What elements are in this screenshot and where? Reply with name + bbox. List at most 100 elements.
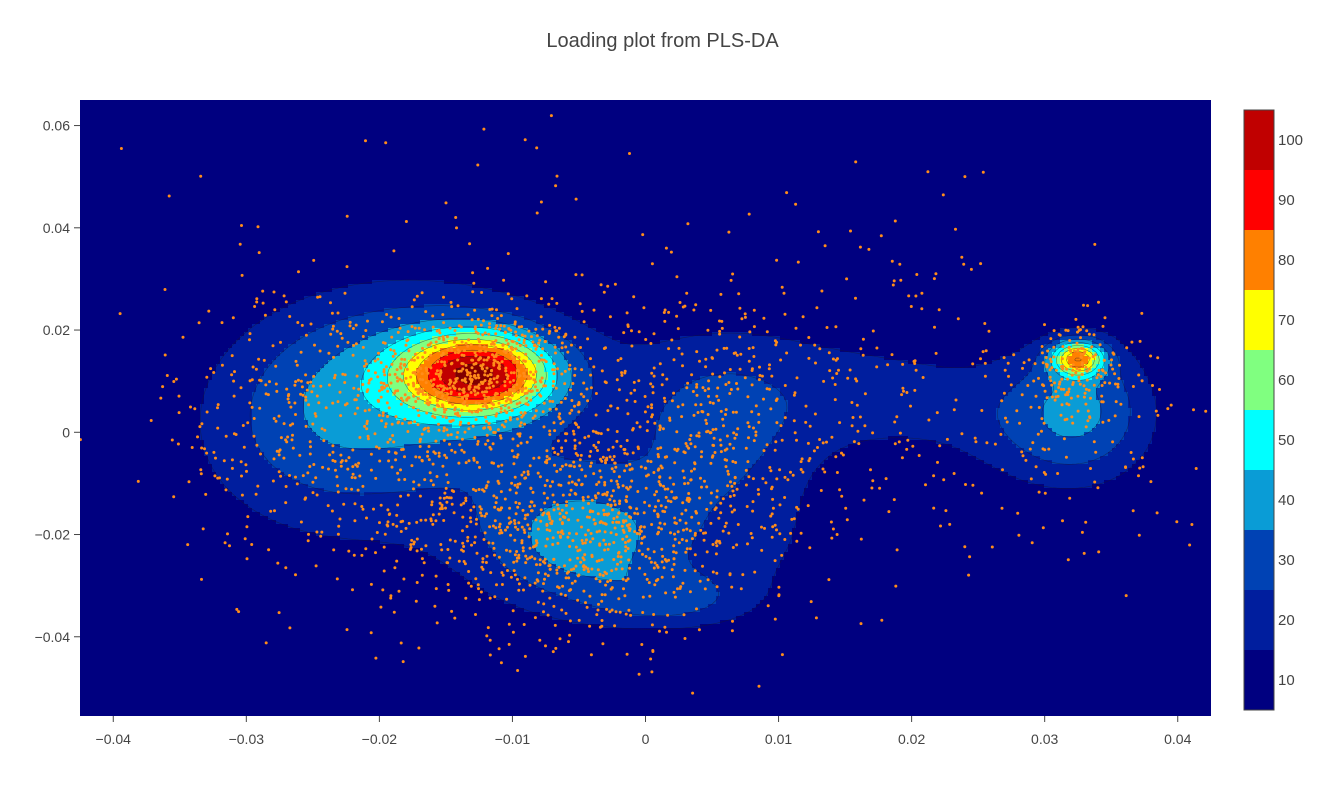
scatter-point (971, 362, 975, 366)
scatter-point (548, 407, 552, 411)
scatter-point (693, 569, 697, 573)
scatter-point (277, 470, 281, 474)
scatter-point (628, 152, 631, 155)
scatter-point (700, 485, 703, 489)
scatter-point (1042, 421, 1046, 425)
scatter-point (707, 379, 711, 383)
scatter-point (435, 399, 439, 403)
scatter-point (431, 462, 435, 466)
scatter-point (498, 531, 502, 535)
scatter-point (643, 500, 647, 504)
scatter-point (915, 273, 919, 276)
scatter-point (351, 588, 354, 592)
scatter-point (506, 342, 510, 346)
scatter-point (331, 324, 335, 328)
colorbar-tick-label: 80 (1278, 252, 1295, 269)
scatter-point (367, 369, 371, 373)
scatter-point (410, 358, 414, 362)
scatter-point (538, 558, 542, 562)
scatter-point (503, 497, 507, 501)
scatter-point (567, 481, 571, 485)
scatter-point (1037, 490, 1041, 494)
scatter-point (224, 488, 228, 492)
scatter-point (727, 381, 731, 384)
scatter-point (310, 390, 314, 394)
scatter-point (509, 400, 513, 404)
scatter-point (488, 638, 492, 642)
scatter-point (363, 359, 367, 363)
scatter-point (567, 640, 570, 644)
scatter-point (591, 537, 595, 541)
scatter-point (598, 572, 602, 576)
scatter-point (522, 371, 526, 375)
scatter-point (729, 480, 732, 484)
scatter-point (495, 380, 499, 384)
scatter-point (1084, 402, 1088, 406)
scatter-point (358, 436, 362, 439)
scatter-point (1003, 368, 1007, 372)
scatter-point (1065, 402, 1069, 406)
scatter-point (650, 403, 654, 407)
scatter-point (232, 394, 236, 398)
scatter-point (963, 175, 967, 179)
scatter-point (777, 585, 781, 589)
scatter-point (494, 526, 498, 530)
scatter-point (814, 361, 817, 365)
scatter-point (628, 485, 632, 489)
scatter-point (1087, 332, 1091, 336)
scatter-point (841, 453, 845, 457)
scatter-point (482, 319, 485, 323)
scatter-point (288, 626, 292, 630)
scatter-point (587, 502, 590, 505)
scatter-point (1084, 365, 1088, 369)
scatter-point (1101, 400, 1105, 404)
scatter-point (726, 469, 730, 473)
scatter-point (680, 512, 684, 516)
scatter-point (624, 612, 628, 616)
scatter-point (568, 411, 572, 415)
scatter-point (492, 377, 496, 381)
scatter-point (577, 410, 581, 414)
scatter-point (1082, 352, 1086, 356)
scatter-point (739, 587, 743, 591)
scatter-point (445, 495, 449, 499)
scatter-point (835, 471, 839, 474)
scatter-point (491, 541, 495, 545)
scatter-point (477, 386, 481, 390)
scatter-point (670, 568, 674, 572)
scatter-point (335, 577, 339, 581)
scatter-point (196, 435, 199, 439)
scatter-point (892, 498, 896, 502)
scatter-point (470, 410, 474, 414)
scatter-point (402, 363, 406, 367)
scatter-point (504, 419, 508, 423)
scatter-point (214, 456, 217, 460)
scatter-point (973, 436, 977, 440)
scatter-point (581, 496, 585, 499)
scatter-point (746, 542, 749, 546)
scatter-point (449, 380, 453, 384)
scatter-point (457, 369, 461, 373)
scatter-point (418, 387, 422, 391)
scatter-point (588, 594, 592, 598)
scatter-point (794, 326, 798, 330)
scatter-point (426, 371, 430, 375)
scatter-point (621, 577, 625, 581)
scatter-point (646, 420, 650, 424)
scatter-point (1067, 390, 1071, 394)
scatter-point (635, 532, 639, 535)
scatter-point (440, 548, 444, 552)
scatter-point (1099, 375, 1103, 378)
scatter-point (608, 610, 612, 614)
scatter-point (339, 332, 343, 336)
scatter-point (535, 211, 539, 215)
scatter-point (409, 546, 413, 549)
scatter-point (728, 442, 732, 446)
scatter-point (695, 385, 699, 389)
scatter-point (560, 341, 564, 345)
x-tick-label: 0 (642, 731, 650, 747)
scatter-point (499, 436, 503, 440)
scatter-point (1066, 329, 1070, 333)
scatter-point (765, 443, 769, 447)
scatter-point (663, 522, 667, 526)
